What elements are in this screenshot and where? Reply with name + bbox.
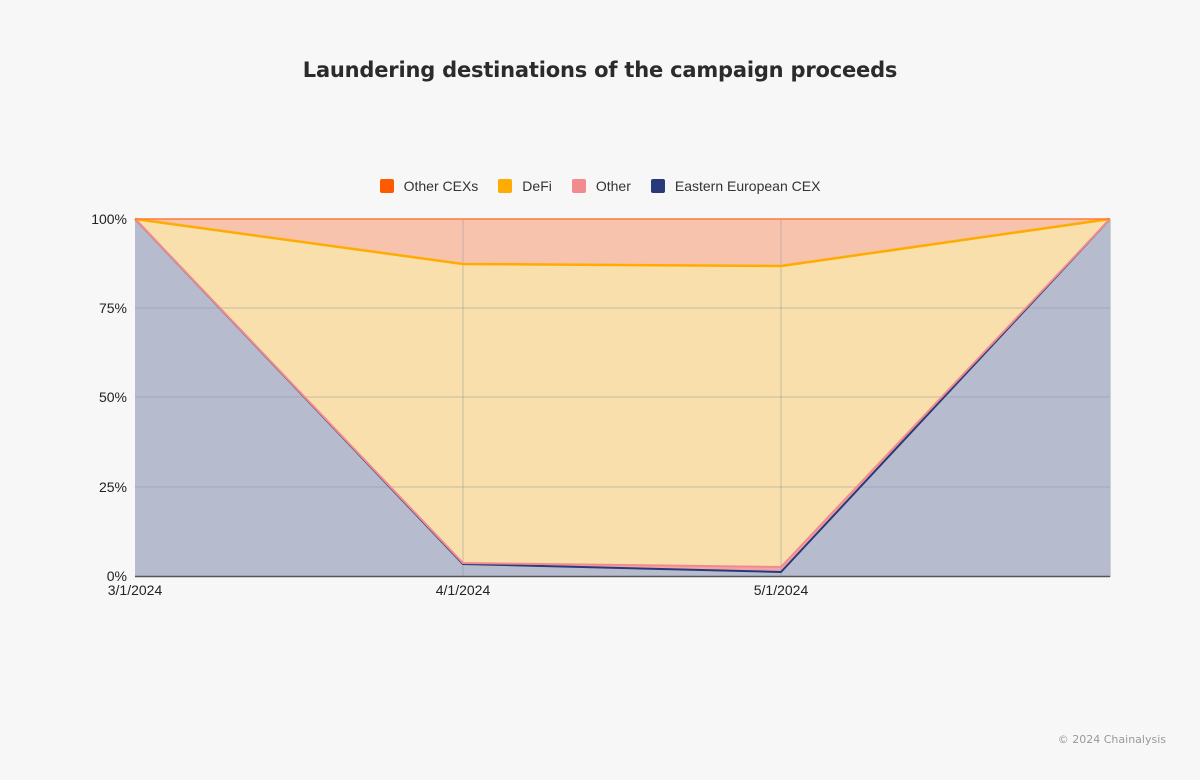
x-tick-4-1-2024: 4/1/2024 — [436, 582, 491, 598]
legend-swatch-defi — [498, 179, 513, 193]
area-eastern-european-cex — [135, 219, 1110, 576]
y-tick-25: 25% — [99, 479, 127, 495]
gridlines — [135, 219, 1110, 576]
legend-item-other-cexs: Other CEXs — [379, 178, 479, 194]
area-defi — [135, 219, 1110, 567]
legend-label: Eastern European CEX — [674, 178, 821, 194]
line-other — [134, 218, 1111, 568]
y-tick-75: 75% — [99, 300, 127, 316]
legend-swatch-other — [571, 179, 586, 193]
legend-label: DeFi — [522, 178, 552, 194]
chart-legend: Other CEXs DeFi Other Eastern European C… — [0, 178, 1200, 194]
area-other-cexs — [135, 219, 1110, 266]
legend-item-other: Other — [571, 178, 631, 194]
line-defi — [134, 217, 1111, 268]
y-tick-50: 50% — [99, 389, 127, 405]
y-tick-0: 0% — [107, 568, 127, 584]
chart-title: Laundering destinations of the campaign … — [302, 58, 898, 82]
x-tick-5-1-2024: 5/1/2024 — [754, 582, 809, 598]
legend-item-eastern-european-cex: Eastern European CEX — [650, 178, 821, 194]
copyright-footer: © 2024 Chainalysis — [1057, 733, 1166, 746]
x-tick-3-1-2024: 3/1/2024 — [108, 582, 163, 598]
series-lines — [134, 217, 1111, 573]
x-axis-labels: 3/1/2024 4/1/2024 5/1/2024 — [108, 582, 809, 598]
legend-label: Other CEXs — [403, 178, 479, 194]
y-tick-100: 100% — [91, 211, 127, 227]
legend-swatch-eastern-european-cex — [650, 179, 665, 193]
legend-swatch-other-cexs — [379, 179, 394, 193]
y-axis-labels: 100% 75% 50% 25% 0% — [91, 211, 127, 584]
stacked-areas — [135, 219, 1110, 576]
legend-label: Other — [595, 178, 631, 194]
legend-item-defi: DeFi — [498, 178, 552, 194]
